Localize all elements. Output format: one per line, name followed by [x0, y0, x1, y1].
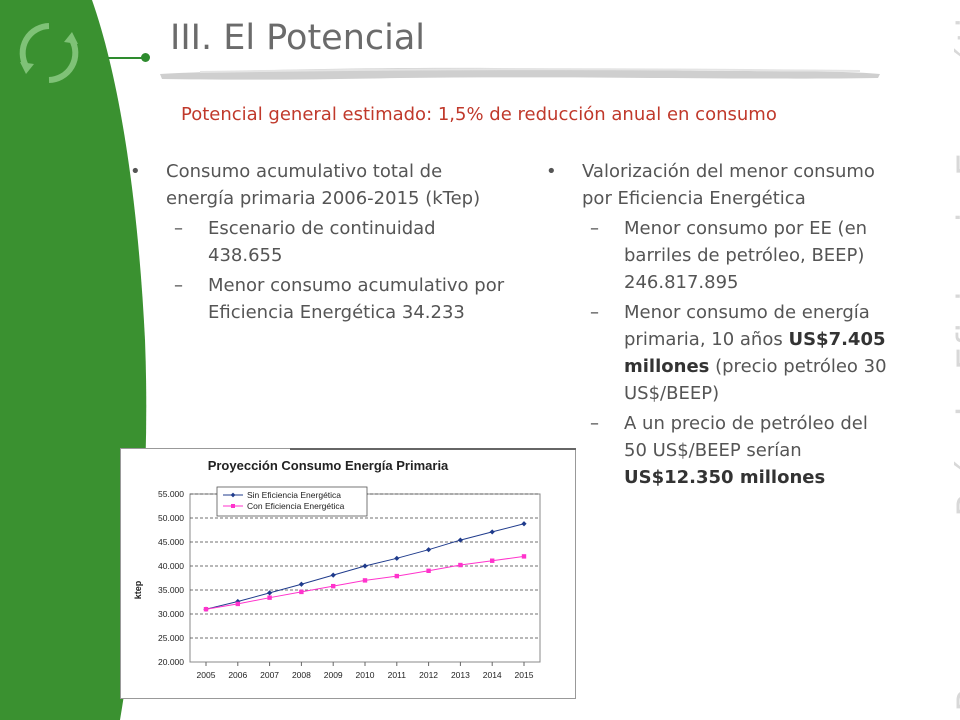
- y-tick-label: 50.000: [158, 513, 184, 523]
- y-tick-label: 25.000: [158, 633, 184, 643]
- x-tick-label: 2015: [515, 670, 534, 680]
- title-accent-line: [108, 57, 146, 59]
- sub-item-escenario: – Escenario de continuidad 438.655: [130, 215, 510, 269]
- x-tick-label: 2005: [197, 670, 216, 680]
- title-accent-dot: [141, 53, 150, 62]
- x-tick-label: 2008: [292, 670, 311, 680]
- y-tick-label: 55.000: [158, 489, 184, 499]
- bullet-valorizacion: Valorización del menor consumo por Efici…: [546, 158, 896, 212]
- sub-item-10-anos: – Menor consumo de energía primaria, 10 …: [546, 299, 896, 407]
- dash-marker: –: [590, 413, 599, 434]
- data-point-square: [299, 589, 304, 595]
- x-tick-label: 2009: [324, 670, 343, 680]
- y-tick-label: 30.000: [158, 609, 184, 619]
- chart-title: Proyección Consumo Energía Primaria: [208, 458, 449, 473]
- data-point-diamond: [362, 563, 368, 569]
- y-tick-label: 35.000: [158, 585, 184, 595]
- data-point-diamond: [521, 521, 527, 527]
- data-point-square: [235, 601, 240, 607]
- sub-item-note: (precio petróleo 30 US$/BEEP): [624, 356, 887, 404]
- x-tick-label: 2010: [356, 670, 375, 680]
- sub-item-amount: US$12.350 millones: [624, 467, 826, 488]
- sub-item-barriles: – Menor consumo por EE (en barriles de p…: [546, 215, 896, 296]
- legend-marker-square: [231, 504, 235, 508]
- sub-item-text: A un precio de petróleo del 50 US$/BEEP …: [624, 413, 868, 461]
- sub-item-text: Escenario de continuidad 438.655: [208, 218, 436, 266]
- y-axis-label: ktep: [133, 580, 143, 599]
- x-tick-label: 2012: [419, 670, 438, 680]
- dash-marker: –: [174, 218, 183, 239]
- x-tick-label: 2014: [483, 670, 502, 680]
- green-side-band: [0, 0, 147, 720]
- sub-item-menor-consumo: – Menor consumo acumulativo por Eficienc…: [130, 272, 510, 326]
- side-program-title: Programa País de Eficiencia Energética: [950, 0, 960, 712]
- data-point-diamond: [330, 572, 336, 578]
- slide-title: III. El Potencial: [170, 18, 426, 58]
- y-tick-label: 40.000: [158, 561, 184, 571]
- data-point-square: [426, 568, 431, 573]
- legend-entry: Sin Eficiencia Energética: [247, 490, 341, 500]
- title-underline-brush: [160, 67, 880, 80]
- data-point-square: [203, 607, 209, 612]
- dash-marker: –: [174, 275, 183, 296]
- dash-marker: –: [590, 302, 599, 323]
- legend-entry: Con Eficiencia Energética: [247, 501, 345, 511]
- y-tick-label: 45.000: [158, 537, 184, 547]
- x-tick-label: 2011: [388, 670, 407, 680]
- data-point-square: [458, 562, 463, 568]
- y-tick-label: 20.000: [158, 657, 184, 667]
- sub-item-precio-50: – A un precio de petróleo del 50 US$/BEE…: [546, 410, 896, 491]
- projection-line-chart: Proyección Consumo Energía Primaria ktep…: [120, 448, 576, 699]
- bullet-consumo-total: Consumo acumulativo total de energía pri…: [130, 158, 510, 212]
- data-point-square: [267, 595, 272, 600]
- right-column: Valorización del menor consumo por Efici…: [546, 158, 896, 494]
- x-tick-label: 2013: [451, 670, 470, 680]
- legend-box: [216, 486, 368, 517]
- chart-container: Proyección Consumo Energía Primaria ktep…: [120, 448, 576, 699]
- left-column: Consumo acumulativo total de energía pri…: [130, 158, 510, 329]
- plot-area: [189, 493, 541, 663]
- data-point-square: [362, 578, 368, 583]
- data-point-square: [521, 554, 527, 559]
- data-point-square: [331, 583, 336, 589]
- dash-marker: –: [590, 218, 599, 239]
- x-tick-label: 2006: [228, 670, 247, 680]
- sub-item-text: Menor consumo por EE (en barriles de pet…: [624, 218, 868, 293]
- sub-item-text: Menor consumo de energía primaria, 10 añ…: [624, 302, 870, 350]
- x-tick-label: 2007: [260, 670, 279, 680]
- sub-item-text: Menor consumo acumulativo por Eficiencia…: [208, 275, 505, 323]
- data-point-diamond: [457, 537, 463, 543]
- sub-item-amount: US$7.405 millones: [624, 329, 886, 377]
- subtitle: Potencial general estimado: 1,5% de redu…: [181, 104, 777, 125]
- data-point-square: [394, 573, 399, 579]
- data-point-square: [490, 558, 495, 563]
- logo-circle-arrows-icon: [19, 23, 79, 83]
